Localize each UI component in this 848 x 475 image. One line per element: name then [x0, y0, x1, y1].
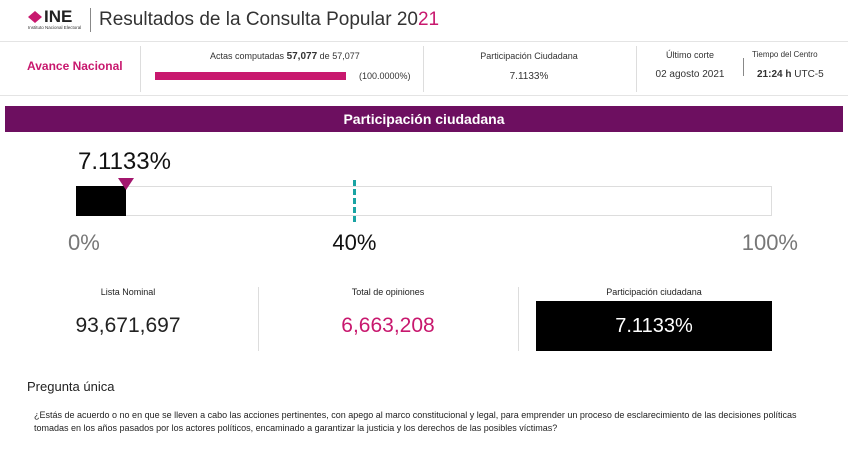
actas-total: 57,077	[332, 51, 360, 61]
gauge-track	[76, 186, 772, 216]
header-border	[0, 41, 848, 42]
stat-label: Total de opiniones	[351, 287, 425, 297]
actas-label: Actas computadas	[210, 51, 285, 61]
gauge-value-label: 7.1133%	[78, 148, 171, 175]
gauge-fill	[76, 186, 126, 216]
actas-line: Actas computadas 57,077 de 57,077	[210, 51, 360, 62]
tick-label: 0%	[68, 230, 100, 255]
threshold-line	[353, 180, 357, 222]
stat-value: 6,663,208	[341, 314, 435, 337]
logo: INE	[44, 7, 73, 26]
stat-value: 93,671,697	[75, 314, 181, 337]
section-title: Participación ciudadana	[5, 106, 843, 132]
tick-label: 100%	[741, 230, 798, 255]
logo-icon	[28, 10, 42, 23]
stat-label: Participación ciudadana	[606, 287, 702, 297]
divider	[743, 58, 744, 76]
question-title: Pregunta única	[27, 379, 115, 394]
time: 21:24 h UTC-5	[757, 69, 824, 80]
header-divider	[90, 8, 91, 32]
divider	[258, 287, 259, 351]
participation-value: 7.1133%	[509, 71, 549, 82]
time-value: 21:24 h	[757, 69, 792, 80]
participation-label: Participación Ciudadana	[480, 51, 578, 61]
header-title: Resultados de la Consulta Popular 2021	[99, 9, 439, 31]
divider	[636, 46, 637, 92]
gauge: 7.1133% 0% 40% 100%	[68, 140, 798, 265]
actas-progress	[155, 72, 346, 80]
stat-label: Lista Nominal	[100, 287, 156, 297]
divider	[423, 46, 424, 92]
actas-done: 57,077	[286, 51, 318, 62]
tick-label: 40%	[332, 230, 377, 255]
actas-track	[155, 72, 346, 80]
divider	[140, 46, 141, 92]
summary-label: Avance Nacional	[27, 59, 123, 73]
time-zone: UTC-5	[794, 69, 824, 80]
stat-value: 7.1133%	[536, 301, 772, 351]
cut-label: Último corte	[665, 50, 714, 60]
title-accent: 21	[417, 9, 440, 30]
gauge-marker	[117, 178, 134, 190]
actas-of: de	[319, 51, 330, 61]
title-main: Resultados de la Consulta Popular 20	[99, 9, 418, 30]
time-label: Tiempo del Centro	[752, 50, 818, 59]
summary-border	[0, 95, 848, 96]
question-text: ¿Estás de acuerdo o no en que se lleven …	[34, 410, 797, 433]
divider	[518, 287, 519, 351]
actas-pct: (100.0000%)	[359, 71, 411, 81]
cut-date: 02 agosto 2021	[655, 69, 725, 80]
logo-sub: Instituto Nacional Electoral	[28, 25, 82, 30]
